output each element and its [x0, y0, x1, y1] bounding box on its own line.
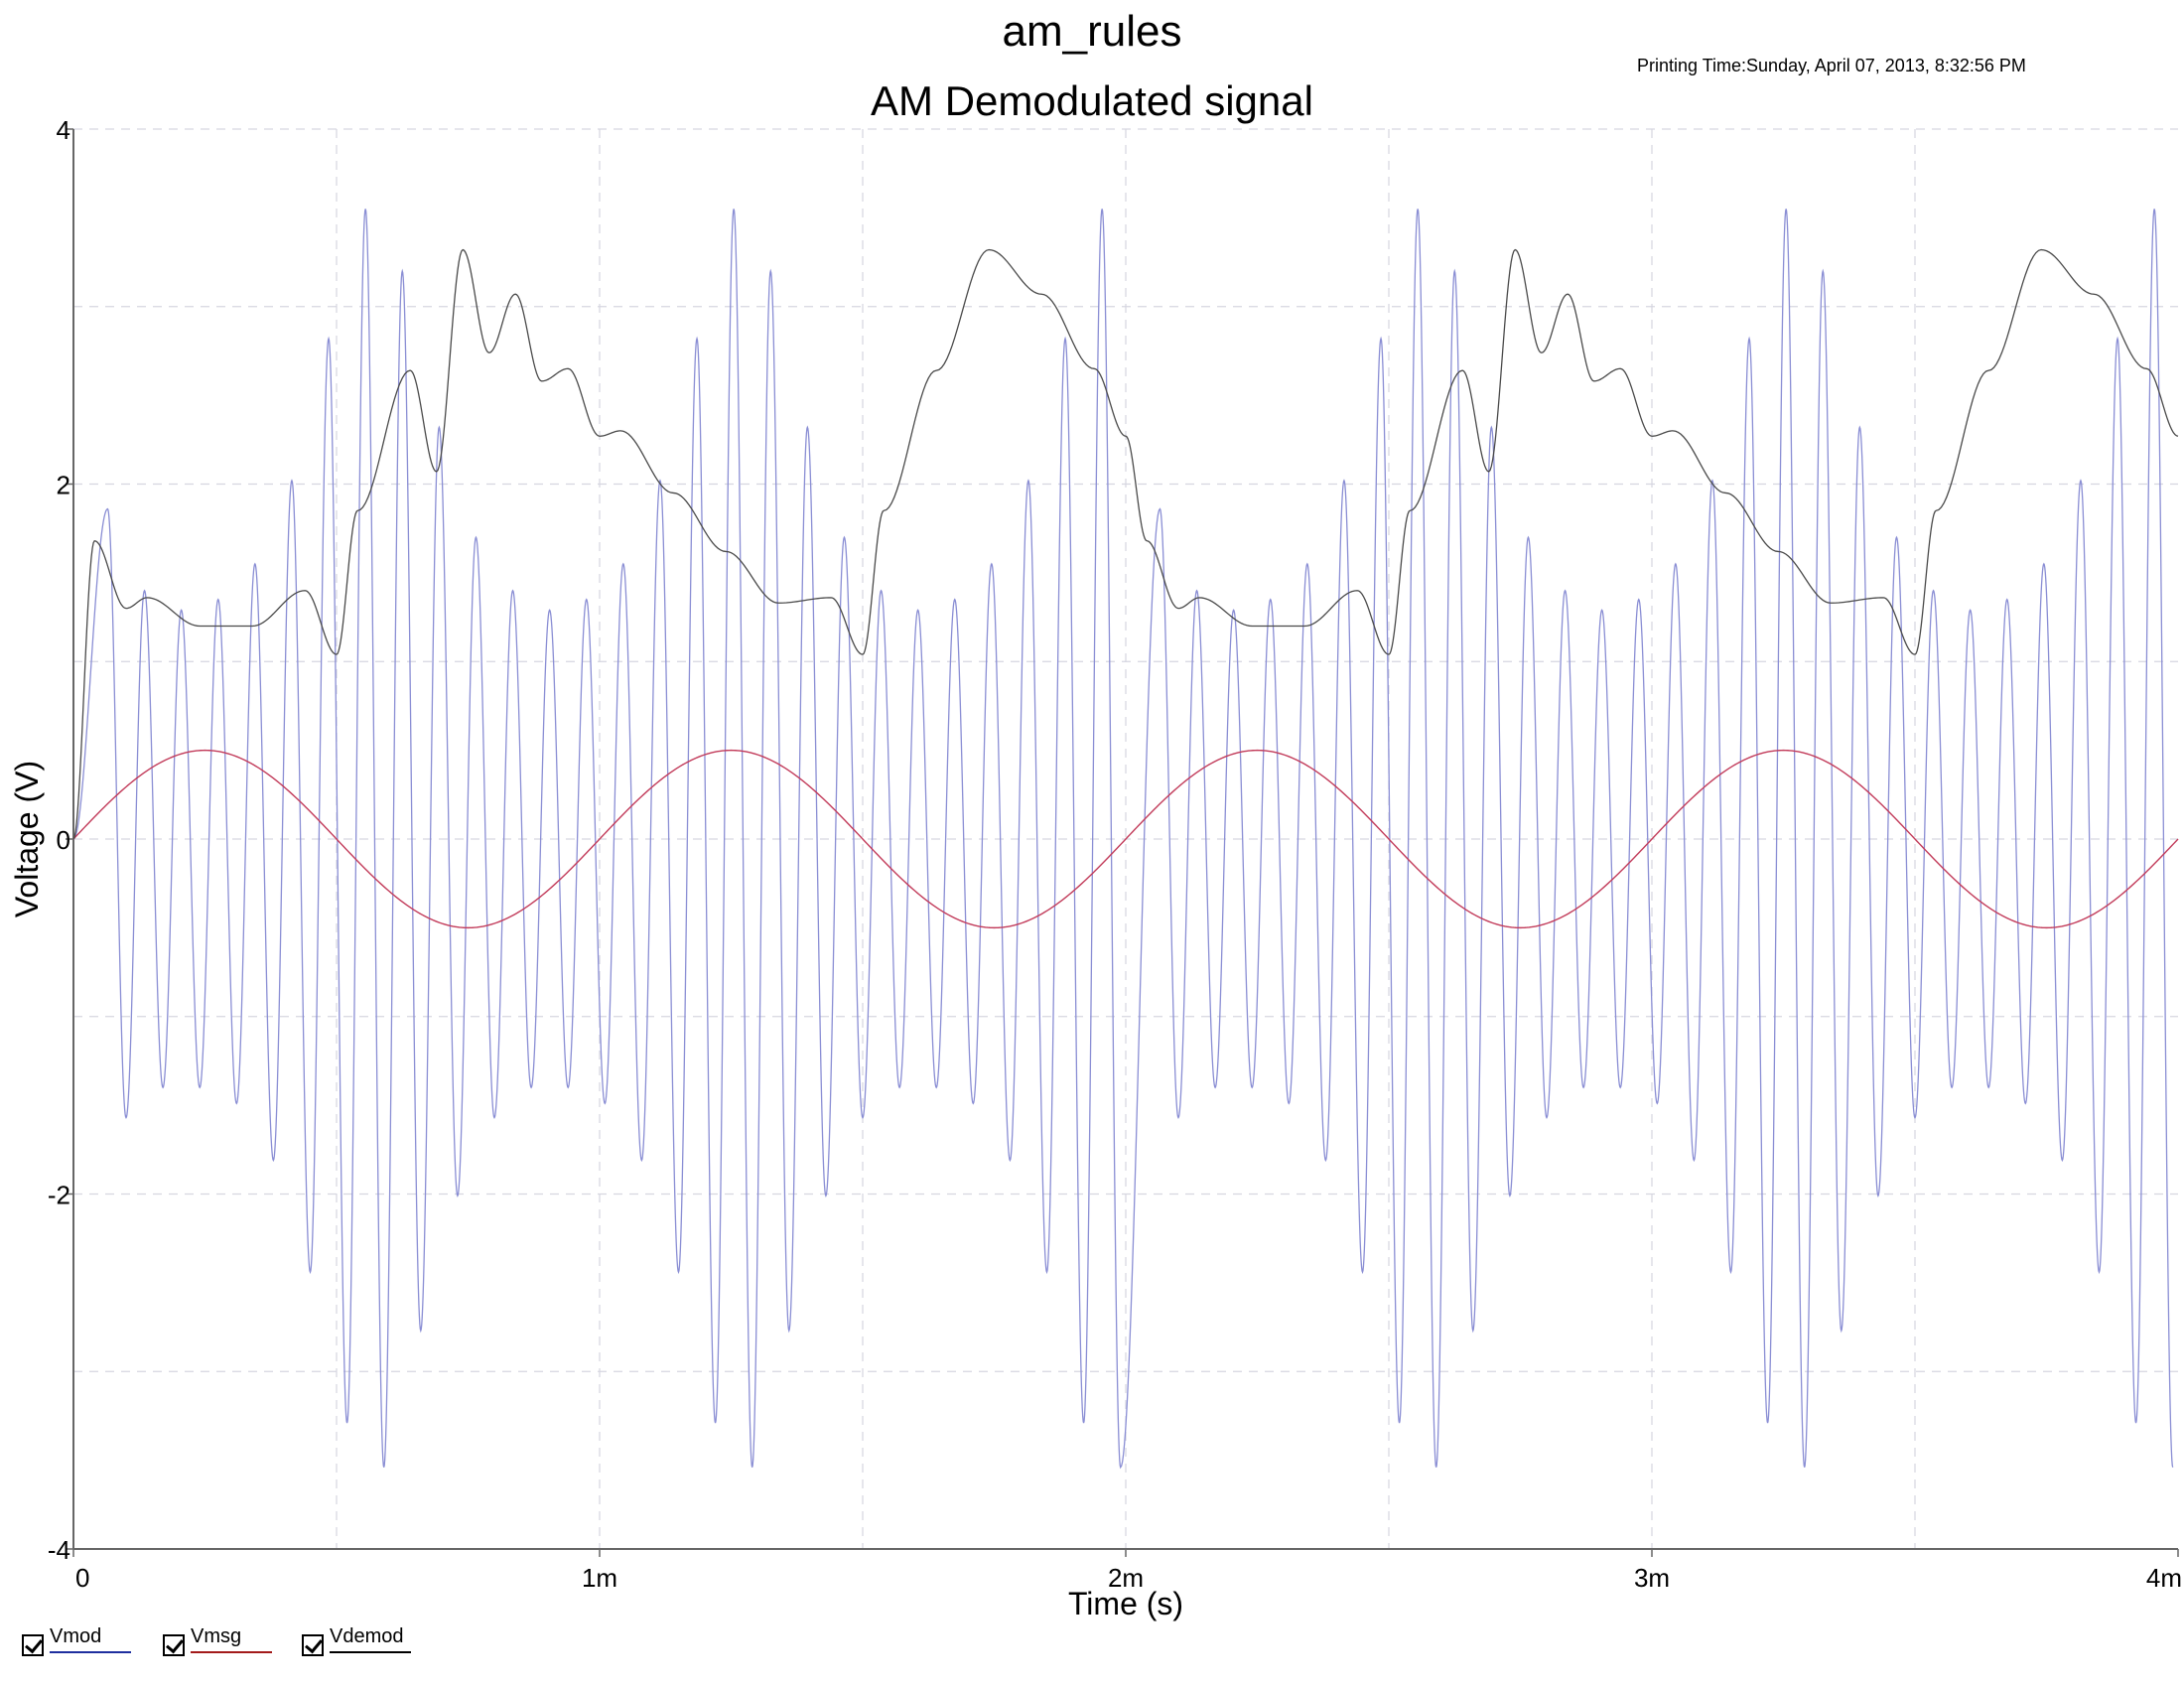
checkbox-checked-icon[interactable]	[163, 1634, 185, 1656]
chart-title: AM Demodulated signal	[871, 77, 1313, 124]
legend-label: Vmod	[50, 1625, 102, 1647]
legend-item-vmod[interactable]: Vmod	[22, 1620, 141, 1664]
page-title: am_rules	[1002, 7, 1182, 56]
y-tick-label: 0	[57, 825, 70, 855]
legend-swatch	[191, 1651, 272, 1653]
y-tick-label: -2	[48, 1181, 70, 1210]
x-tick-label: 2m	[1108, 1563, 1144, 1593]
legend-item-vmsg[interactable]: Vmsg	[163, 1620, 282, 1664]
series-layer	[72, 209, 2179, 1470]
x-axis-label: Time (s)	[1068, 1586, 1183, 1621]
y-tick-label: 4	[57, 115, 70, 145]
x-tick-label: 0	[75, 1563, 89, 1593]
series-line-vdemod	[72, 248, 2179, 840]
checkbox-checked-icon[interactable]	[302, 1634, 324, 1656]
legend-label: Vdemod	[330, 1625, 404, 1647]
x-tick-label: 4m	[2146, 1563, 2182, 1593]
tick-labels: 0 1m 2m 3m 4m 4 2 0 -2 -4	[48, 115, 2182, 1593]
y-tick-label: 2	[57, 471, 70, 500]
checkbox-checked-icon[interactable]	[22, 1634, 44, 1656]
legend-swatch	[50, 1651, 131, 1653]
y-axis-label: Voltage (V)	[9, 761, 45, 917]
series-line-vmsg	[72, 749, 2179, 929]
legend-item-vdemod[interactable]: Vdemod	[302, 1620, 421, 1664]
legend-swatch	[330, 1651, 411, 1653]
grid	[73, 128, 2178, 1549]
series-line-vmod	[72, 209, 2174, 1470]
x-tick-label: 1m	[582, 1563, 617, 1593]
legend-label: Vmsg	[191, 1625, 242, 1647]
y-tick-label: -4	[48, 1535, 70, 1565]
x-tick-label: 3m	[1634, 1563, 1670, 1593]
printing-time: Printing Time:Sunday, April 07, 2013, 8:…	[1637, 56, 2026, 75]
